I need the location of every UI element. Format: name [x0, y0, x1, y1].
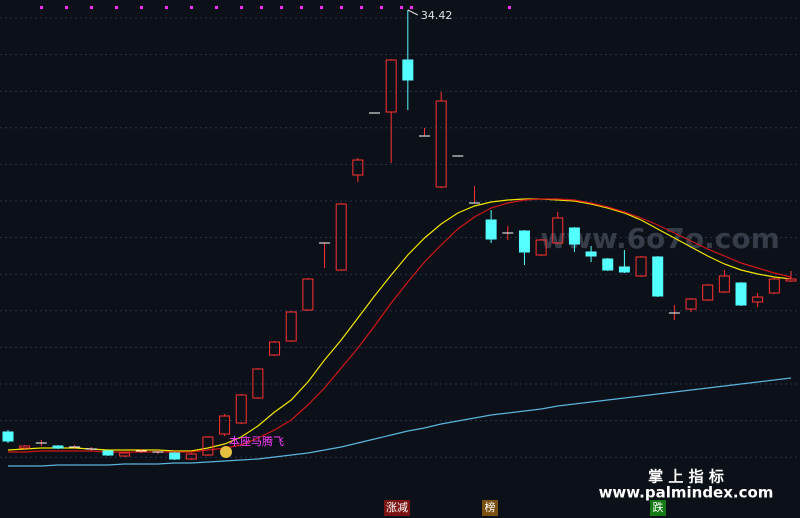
watermark: www.6o7o.com: [540, 222, 780, 255]
candle-body: [235, 394, 247, 424]
marker-dot: [140, 6, 143, 9]
candle-body: [102, 450, 114, 456]
candle-body: [335, 203, 347, 271]
brand-url: www.palmindex.com: [599, 484, 774, 502]
marker-dot: [340, 6, 343, 9]
marker-dot: [508, 6, 511, 9]
candle-body: [768, 278, 780, 294]
candle-body: [635, 256, 647, 277]
candle-body: [119, 452, 131, 457]
candle-body: [685, 298, 697, 310]
signal-label: 本座马腾飞: [229, 434, 284, 448]
candle-body: [568, 227, 580, 245]
marker-dot: [280, 6, 283, 9]
ma-line: [8, 377, 792, 467]
candle-body: [352, 159, 364, 176]
candle-body: [219, 415, 231, 435]
marker-dot: [320, 6, 323, 9]
candle-body: [169, 452, 181, 460]
ma-line: [8, 198, 792, 453]
candle-body: [435, 100, 447, 188]
marker-dot: [380, 6, 383, 9]
candle-body: [702, 284, 714, 301]
marker-dot: [90, 6, 93, 9]
candle-body: [285, 311, 297, 342]
tab[interactable]: 涨减: [386, 501, 408, 514]
candle-body: [535, 239, 547, 256]
candle-body: [752, 296, 764, 303]
candle-body: [518, 230, 530, 253]
marker-dot: [215, 6, 218, 9]
candles: [2, 10, 797, 460]
candle-body: [402, 59, 414, 81]
marker-dot: [410, 6, 413, 9]
signal-icon: [220, 446, 232, 458]
grid: [0, 17, 800, 458]
tab-bg: [650, 500, 666, 516]
max-pointer: [407, 9, 419, 16]
tab-bg: [482, 500, 498, 516]
candle-body: [785, 278, 797, 282]
candle-body: [252, 368, 264, 399]
marker-dot: [40, 6, 43, 9]
tab[interactable]: 榜: [485, 500, 496, 514]
marker-dot: [300, 6, 303, 9]
candle-body: [485, 219, 497, 240]
candle-body: [302, 278, 314, 311]
max-label: 34.42: [421, 9, 453, 22]
marker-dot: [165, 6, 168, 9]
tab-bg: [384, 500, 410, 516]
candle-body: [552, 217, 564, 244]
marker-dot: [360, 6, 363, 9]
candle-body: [185, 453, 197, 460]
candle-body: [269, 341, 281, 356]
moving-averages: [7, 198, 792, 467]
candle-body: [618, 266, 630, 273]
marker-dot: [260, 6, 263, 9]
marker-dot: [190, 6, 193, 9]
candle-body: [652, 256, 664, 297]
marker-dot: [115, 6, 118, 9]
marker-dot: [400, 6, 403, 9]
marker-dot: [65, 6, 68, 9]
candle-body: [585, 251, 597, 257]
candle-body: [19, 445, 31, 449]
brand-name: 掌 上 指 标: [648, 468, 724, 486]
candle-body: [718, 275, 730, 293]
top-markers: [40, 6, 511, 9]
candle-body: [602, 258, 614, 271]
ma-line: [7, 198, 792, 452]
marker-dot: [240, 6, 243, 9]
candle-body: [2, 431, 14, 442]
candle-body: [385, 59, 397, 113]
tab[interactable]: 跌: [653, 500, 664, 514]
candle-body: [202, 436, 214, 456]
candle-body: [735, 282, 747, 306]
candle-body: [52, 445, 64, 449]
